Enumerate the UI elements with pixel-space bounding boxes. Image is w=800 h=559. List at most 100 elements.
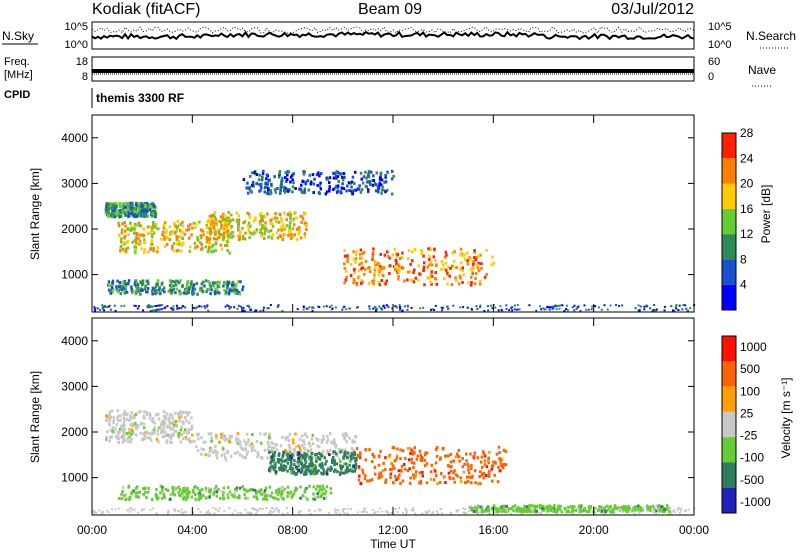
data-cell xyxy=(364,474,367,478)
data-cell xyxy=(186,431,189,435)
data-cell xyxy=(273,454,276,458)
data-cell xyxy=(207,226,211,230)
scatter-point xyxy=(578,511,581,514)
data-cell xyxy=(147,486,150,490)
data-cell xyxy=(479,253,482,257)
data-cell xyxy=(304,452,308,456)
scatter-point xyxy=(422,306,425,309)
scatter-point xyxy=(345,308,348,311)
data-cell xyxy=(233,451,237,455)
data-cell xyxy=(127,279,131,283)
data-cell xyxy=(332,438,336,442)
data-cell xyxy=(225,437,229,441)
data-cell xyxy=(132,489,135,493)
nsky-tick-top-right: 10^5 xyxy=(708,21,732,33)
data-cell xyxy=(459,276,462,280)
scatter-point xyxy=(173,510,176,513)
data-cell xyxy=(293,459,296,463)
data-cell xyxy=(287,491,291,495)
scatter-point xyxy=(540,308,543,311)
data-cell xyxy=(475,263,479,267)
scatter-point xyxy=(663,305,666,308)
data-cell xyxy=(150,239,154,243)
data-cell xyxy=(473,509,476,513)
scatter-point xyxy=(242,309,245,312)
data-cell xyxy=(427,247,430,251)
data-cell xyxy=(247,186,251,190)
data-cell xyxy=(284,465,288,469)
data-cell xyxy=(475,509,478,513)
data-cell xyxy=(257,489,260,493)
data-cell xyxy=(342,187,346,191)
scatter-point xyxy=(242,306,245,309)
data-cell xyxy=(129,440,133,444)
data-cell xyxy=(223,282,227,286)
scatter-point xyxy=(378,305,381,308)
scatter-point xyxy=(212,507,215,510)
data-cell xyxy=(129,415,132,418)
data-cell xyxy=(164,422,167,426)
data-cell xyxy=(189,428,193,431)
data-cell xyxy=(450,283,454,287)
data-cell xyxy=(502,504,506,508)
data-cell xyxy=(185,287,188,291)
scatter-point xyxy=(621,511,624,514)
data-cell xyxy=(372,174,375,178)
data-cell xyxy=(217,230,221,234)
scatter-point xyxy=(548,308,551,311)
data-cell xyxy=(220,247,224,251)
data-cell xyxy=(155,494,159,498)
data-cell xyxy=(267,493,270,497)
data-cell xyxy=(224,292,227,296)
data-cell xyxy=(235,486,239,490)
data-cell xyxy=(319,495,323,499)
data-cell xyxy=(395,454,399,458)
data-cell xyxy=(176,280,179,283)
data-cell xyxy=(307,457,310,461)
scatter-point xyxy=(128,507,131,510)
data-cell xyxy=(273,460,276,464)
data-cell xyxy=(434,259,437,262)
data-cell xyxy=(461,280,464,284)
data-cell xyxy=(161,288,164,292)
data-cell xyxy=(309,468,312,472)
data-cell xyxy=(399,481,402,485)
scatter-point xyxy=(137,511,140,514)
data-cell xyxy=(310,452,314,455)
data-cell xyxy=(207,489,211,493)
data-cell xyxy=(359,451,362,455)
data-cell xyxy=(108,283,111,287)
data-cell xyxy=(143,204,146,208)
data-cell xyxy=(315,487,318,491)
scatter-point xyxy=(276,305,279,308)
data-cell xyxy=(237,218,241,222)
data-cell xyxy=(297,451,301,455)
colorbar-swatch xyxy=(722,386,736,412)
data-cell xyxy=(198,288,202,292)
data-cell xyxy=(263,236,266,240)
data-cell xyxy=(304,468,308,472)
data-cell xyxy=(257,178,261,182)
data-cell xyxy=(329,491,333,495)
data-cell xyxy=(317,438,320,442)
data-cell xyxy=(199,228,203,232)
data-cell xyxy=(499,462,503,466)
data-cell xyxy=(164,487,168,491)
data-cell xyxy=(420,248,423,252)
data-cell xyxy=(266,440,270,444)
data-cell xyxy=(151,292,154,296)
scatter-point xyxy=(585,308,588,311)
data-cell xyxy=(181,224,185,228)
data-cell xyxy=(217,487,220,491)
data-cell xyxy=(413,268,416,272)
data-cell xyxy=(245,432,249,436)
data-cell xyxy=(234,286,237,289)
scatter-point xyxy=(274,509,276,512)
data-cell xyxy=(139,241,142,245)
data-cell xyxy=(238,496,241,500)
data-cell xyxy=(461,269,464,273)
data-cell xyxy=(237,280,240,284)
colorbar-swatch xyxy=(722,158,736,184)
data-cell xyxy=(380,279,383,282)
scatter-point xyxy=(270,507,273,509)
